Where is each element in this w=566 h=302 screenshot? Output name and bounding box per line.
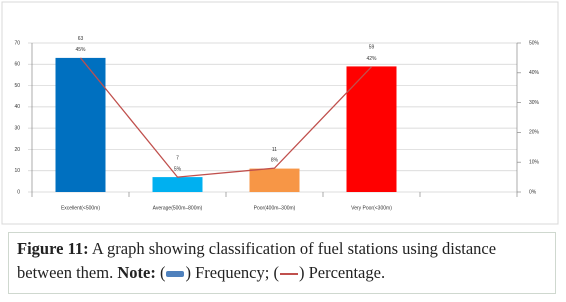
x-tick-label: Very Poor(<300m): [351, 205, 392, 211]
legend-line-icon: [279, 273, 298, 276]
legend-bar-icon: [166, 271, 185, 278]
bar-value-label: 59: [369, 45, 375, 51]
line-value-label: 42%: [366, 56, 377, 62]
y2-tick-label: 40%: [529, 70, 540, 76]
bar: [55, 57, 106, 193]
legend-label: Percentage: [308, 263, 381, 282]
y-tick-label: 40: [14, 104, 20, 110]
figure-label: Figure 11:: [17, 239, 89, 258]
y-tick-label: 20: [14, 147, 20, 153]
caption-text: A graph showing classification of fuel s…: [17, 239, 497, 282]
y-tick-label: 0: [17, 189, 20, 195]
y-tick-label: 30: [14, 125, 20, 131]
note-label: Note:: [117, 263, 156, 282]
y-tick-label: 10: [14, 168, 20, 174]
line-value-label: 8%: [271, 157, 279, 163]
line: [79, 57, 372, 178]
x-tick-label: Average(500m–800m): [153, 205, 203, 211]
y2-tick-label: 20%: [529, 130, 540, 136]
legend-label: Frequency: [195, 263, 265, 282]
line-value-label: 45%: [75, 47, 86, 53]
y2-tick-label: 0%: [529, 189, 537, 195]
line-value-label: 5%: [174, 166, 182, 172]
bar-value-label: 7: [176, 155, 179, 161]
x-tick-label: Excellent(<500m): [61, 205, 100, 211]
caption: Figure 11: A graph showing classificatio…: [8, 232, 556, 294]
bar: [346, 66, 397, 192]
y2-tick-label: 30%: [529, 100, 540, 106]
chart: 0 10 20 30 40 50 60 70 0% 10% 20% 30% 40% 50% 63 7 11 59 4…: [1, 1, 559, 225]
bar: [249, 168, 300, 192]
bar: [152, 177, 203, 192]
chart-frame: [1, 1, 559, 225]
y2-tick-label: 50%: [529, 40, 540, 46]
bar-value-label: 11: [272, 147, 277, 153]
bar-value-label: 63: [78, 36, 84, 42]
y-tick-label: 60: [14, 62, 20, 68]
y2-tick-label: 10%: [529, 160, 540, 166]
x-tick-label: Poor(400m–300m): [254, 205, 296, 211]
y-tick-label: 50: [14, 83, 20, 89]
y-tick-label: 70: [14, 40, 20, 46]
